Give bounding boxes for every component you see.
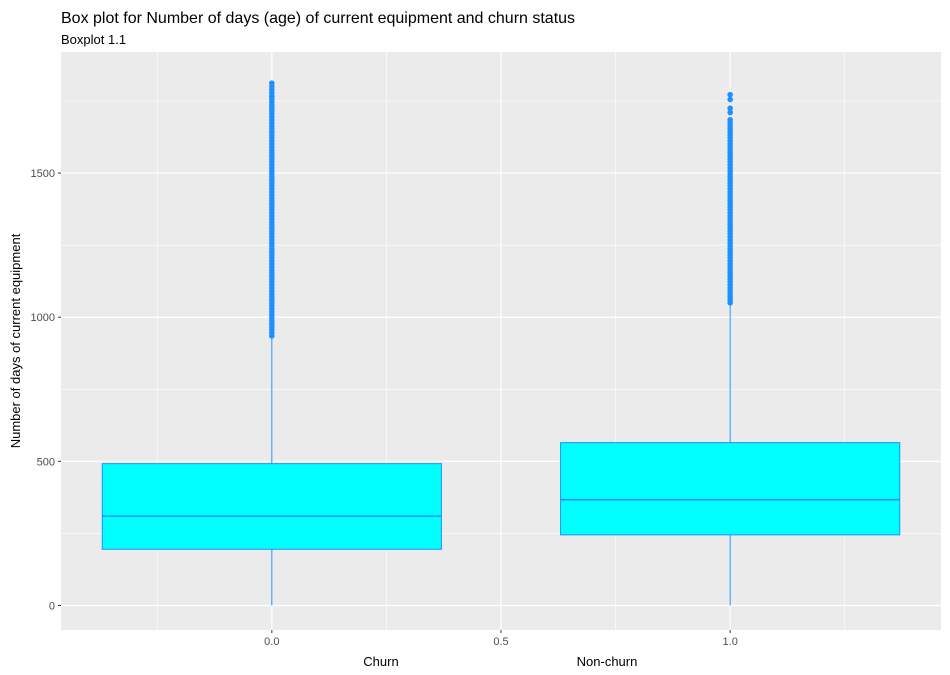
box-churn bbox=[101, 80, 442, 606]
box-iqr bbox=[560, 442, 901, 536]
y-tick-label: 1500 bbox=[31, 168, 55, 180]
y-tick-label: 0 bbox=[49, 600, 55, 612]
outlier-point bbox=[727, 109, 733, 116]
chart-subtitle: Boxplot 1.1 bbox=[61, 32, 126, 47]
chart-title: Box plot for Number of days (age) of cur… bbox=[61, 10, 575, 27]
box-non-churn bbox=[560, 91, 901, 606]
outlier-point bbox=[727, 96, 733, 103]
y-axis-label: Number of days of current equipment bbox=[8, 233, 23, 448]
x-category-label-churn: Churn bbox=[363, 654, 398, 669]
box-series bbox=[101, 80, 901, 606]
x-category-label-non-churn: Non-churn bbox=[577, 654, 638, 669]
outlier-point bbox=[727, 117, 733, 123]
outlier-point bbox=[727, 105, 733, 112]
outlier-point bbox=[269, 86, 275, 93]
x-tick-label: 1.0 bbox=[723, 636, 738, 648]
box-iqr bbox=[101, 463, 442, 550]
x-tick-label: 0.0 bbox=[264, 636, 279, 648]
y-tick-label: 500 bbox=[37, 456, 55, 468]
outlier-point bbox=[269, 102, 275, 109]
x-axis-ticks: 0.0 0.5 1.0 bbox=[264, 630, 738, 648]
y-axis-ticks: 0 500 1000 1500 bbox=[31, 168, 61, 612]
y-tick-label: 1000 bbox=[31, 312, 55, 324]
x-tick-label: 0.5 bbox=[493, 636, 508, 648]
outlier-point bbox=[727, 91, 733, 98]
outlier-point bbox=[269, 93, 275, 100]
